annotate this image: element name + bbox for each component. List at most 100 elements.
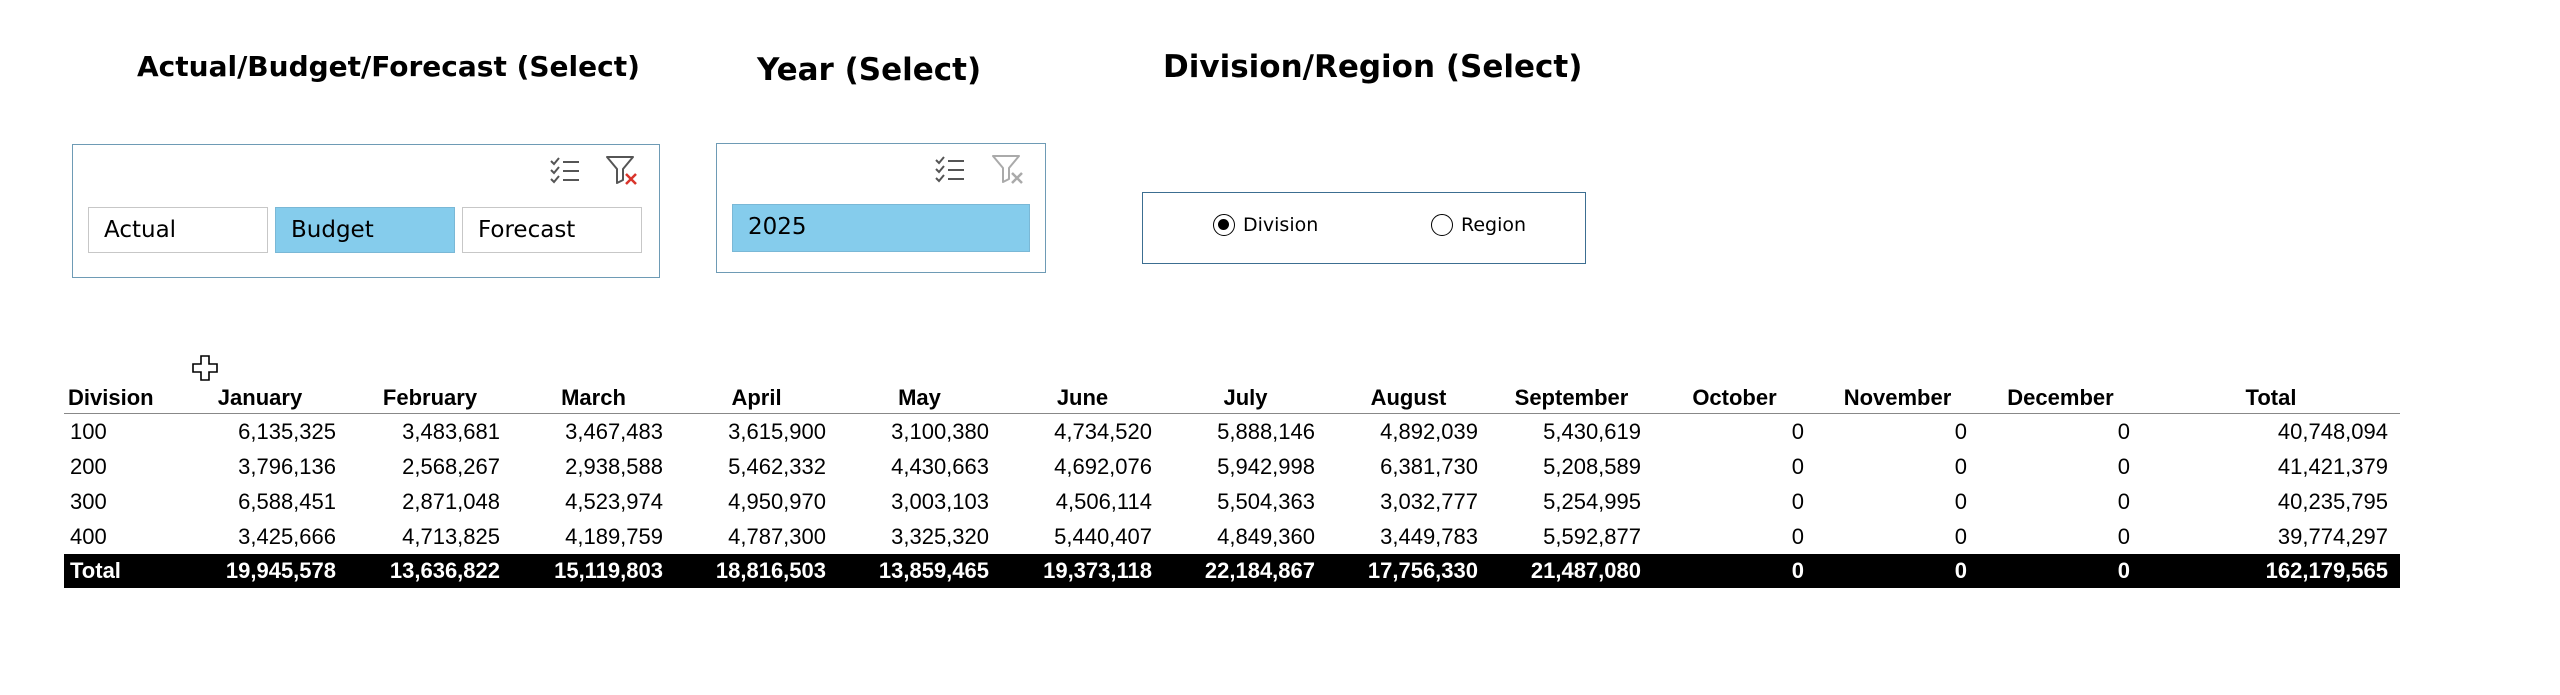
table-cell[interactable]: 4,787,300 (728, 523, 826, 549)
column-header[interactable]: July (1223, 384, 1268, 410)
column-header[interactable]: March (561, 384, 626, 410)
total-cell[interactable]: 19,945,578 (172, 554, 348, 588)
table-cell[interactable]: 2,938,588 (565, 453, 663, 479)
table-cell[interactable]: 4,892,039 (1380, 418, 1478, 444)
table-cell[interactable]: 3,003,103 (891, 488, 989, 514)
table-cell[interactable]: 4,523,974 (565, 488, 663, 514)
table-cell[interactable]: 6,135,325 (238, 418, 336, 444)
table-cell[interactable]: 0 (1954, 488, 1967, 514)
table-cell[interactable]: 0 (2117, 523, 2130, 549)
table-cell[interactable]: 5,592,877 (1543, 523, 1641, 549)
table-cell[interactable]: 40,235,795 (2277, 488, 2388, 514)
table-cell[interactable]: 5,462,332 (728, 453, 826, 479)
table-cell[interactable]: 6,588,451 (238, 488, 336, 514)
table-cell[interactable]: 5,430,619 (1543, 418, 1641, 444)
total-cell[interactable]: 13,636,822 (348, 554, 512, 588)
table-cell[interactable]: 100 (70, 418, 107, 444)
column-header[interactable]: August (1370, 384, 1447, 410)
column-header[interactable]: February (382, 384, 478, 410)
table-cell[interactable]: 4,950,970 (728, 488, 826, 514)
table-cell[interactable]: 6,381,730 (1380, 453, 1478, 479)
cell-cursor-icon (192, 355, 218, 381)
table-cell[interactable]: 5,440,407 (1054, 523, 1152, 549)
table-cell[interactable]: 3,796,136 (238, 453, 336, 479)
table-cell[interactable]: 200 (70, 453, 107, 479)
total-cell[interactable]: 0 (1653, 554, 1816, 588)
radio-region[interactable]: Region (1431, 214, 1526, 236)
table-cell[interactable]: 0 (1791, 523, 1804, 549)
table-cell[interactable]: 4,430,663 (891, 453, 989, 479)
column-header[interactable]: June (1056, 384, 1109, 410)
column-header[interactable]: April (731, 384, 782, 410)
total-cell[interactable]: 22,184,867 (1164, 554, 1327, 588)
multi-select-icon[interactable] (548, 153, 582, 187)
table-cell[interactable]: 0 (2117, 453, 2130, 479)
table-cell[interactable]: 3,467,483 (565, 418, 663, 444)
total-cell[interactable]: 162,179,565 (2142, 554, 2400, 588)
total-cell[interactable]: 13,859,465 (838, 554, 1001, 588)
table-cell[interactable]: 5,888,146 (1217, 418, 1315, 444)
total-label[interactable]: Total (64, 554, 172, 588)
table-cell[interactable]: 4,189,759 (565, 523, 663, 549)
column-header[interactable]: December (2007, 384, 2114, 410)
column-header[interactable]: November (1843, 384, 1952, 410)
multi-select-icon[interactable] (933, 152, 967, 186)
table-cell[interactable]: 2,568,267 (402, 453, 500, 479)
table-cell[interactable]: 4,734,520 (1054, 418, 1152, 444)
column-header[interactable]: May (898, 384, 941, 410)
table-cell[interactable]: 3,615,900 (728, 418, 826, 444)
table-header-row: Division January February March April Ma… (64, 382, 2400, 414)
table-cell[interactable]: 0 (2117, 418, 2130, 444)
slicer-option-2025[interactable]: 2025 (732, 204, 1030, 252)
table-cell[interactable]: 5,504,363 (1217, 488, 1315, 514)
table-cell[interactable]: 4,692,076 (1054, 453, 1152, 479)
table-cell[interactable]: 0 (1791, 453, 1804, 479)
total-cell[interactable]: 0 (1979, 554, 2142, 588)
table-cell[interactable]: 2,871,048 (402, 488, 500, 514)
table-cell[interactable]: 39,774,297 (2277, 523, 2388, 549)
table-cell[interactable]: 40,748,094 (2277, 418, 2388, 444)
table-cell[interactable]: 0 (1791, 488, 1804, 514)
table-cell[interactable]: 400 (70, 523, 107, 549)
total-cell[interactable]: 17,756,330 (1327, 554, 1490, 588)
table-cell[interactable]: 0 (1954, 523, 1967, 549)
table-cell[interactable]: 3,483,681 (402, 418, 500, 444)
column-header[interactable]: Division (68, 384, 154, 410)
year-slicer-title: Year (Select) (757, 52, 982, 88)
table-cell[interactable]: 5,942,998 (1217, 453, 1315, 479)
radio-division-label: Division (1243, 214, 1319, 236)
column-header[interactable]: January (217, 384, 303, 410)
table-cell[interactable]: 3,100,380 (891, 418, 989, 444)
table-row: 200 3,796,136 2,568,267 2,938,588 5,462,… (64, 449, 2400, 484)
column-header[interactable]: Total (2245, 384, 2297, 410)
table-cell[interactable]: 3,032,777 (1380, 488, 1478, 514)
total-cell[interactable]: 15,119,803 (512, 554, 675, 588)
total-cell[interactable]: 19,373,118 (1001, 554, 1164, 588)
slicer-option-budget[interactable]: Budget (275, 207, 455, 253)
table-cell[interactable]: 3,449,783 (1380, 523, 1478, 549)
table-row: 400 3,425,666 4,713,825 4,189,759 4,787,… (64, 519, 2400, 554)
table-cell[interactable]: 41,421,379 (2277, 453, 2388, 479)
total-cell[interactable]: 18,816,503 (675, 554, 838, 588)
table-cell[interactable]: 4,713,825 (402, 523, 500, 549)
total-cell[interactable]: 0 (1816, 554, 1979, 588)
column-header[interactable]: October (1692, 384, 1777, 410)
clear-filter-icon[interactable] (991, 152, 1025, 186)
slicer-option-forecast[interactable]: Forecast (462, 207, 642, 253)
table-cell[interactable]: 300 (70, 488, 107, 514)
slicer-option-actual[interactable]: Actual (88, 207, 268, 253)
total-cell[interactable]: 21,487,080 (1490, 554, 1653, 588)
table-cell[interactable]: 0 (1954, 453, 1967, 479)
table-cell[interactable]: 5,254,995 (1543, 488, 1641, 514)
radio-division[interactable]: Division (1213, 214, 1318, 236)
table-cell[interactable]: 0 (1954, 418, 1967, 444)
table-cell[interactable]: 3,425,666 (238, 523, 336, 549)
table-cell[interactable]: 5,208,589 (1543, 453, 1641, 479)
clear-filter-icon[interactable] (605, 153, 639, 187)
table-cell[interactable]: 4,506,114 (1055, 488, 1152, 514)
table-cell[interactable]: 0 (1791, 418, 1804, 444)
column-header[interactable]: September (1514, 384, 1629, 410)
table-cell[interactable]: 0 (2117, 488, 2130, 514)
table-cell[interactable]: 3,325,320 (891, 523, 989, 549)
table-cell[interactable]: 4,849,360 (1217, 523, 1315, 549)
